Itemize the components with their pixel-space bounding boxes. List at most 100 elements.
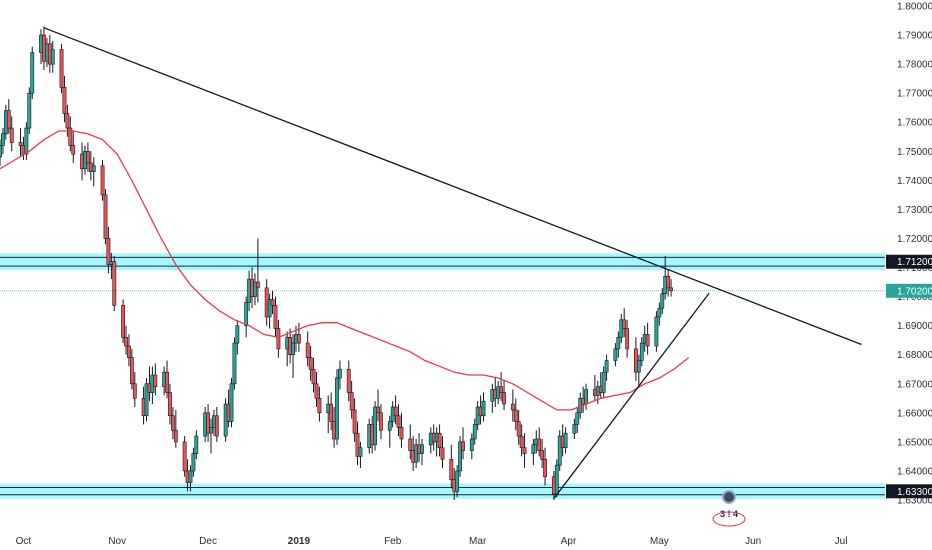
candle-body [660, 293, 665, 309]
candle-body [291, 342, 295, 356]
candle-body [575, 412, 580, 425]
candle-body [170, 415, 175, 431]
watermark-logo: 3 ! 4 [712, 490, 746, 527]
time-tick-label: Feb [384, 536, 402, 547]
price-label-text: 1.70200 [897, 286, 932, 297]
watermark-ring-icon [712, 511, 746, 527]
candle-body [62, 87, 67, 114]
price-label-text: 1.71200 [897, 257, 932, 268]
candle-body [396, 415, 401, 428]
candle-body [346, 368, 351, 393]
candle-body [604, 360, 609, 373]
candle-body [669, 287, 673, 292]
candle-body [267, 299, 272, 318]
candle-body [100, 165, 105, 196]
candle-body [6, 110, 11, 129]
candle-body [616, 336, 621, 350]
candle-body [317, 397, 322, 414]
price-tick-label: 1.65000 [897, 437, 932, 448]
candle-body [349, 392, 354, 411]
time-axis-ticks: Oct Nov Dec 2019 Feb Mar Apr May Jun Jul [16, 536, 848, 547]
candle-body [244, 302, 249, 326]
candle-body [437, 432, 442, 448]
candle-body [206, 412, 210, 434]
trendlines [43, 27, 862, 499]
candle-body [510, 403, 515, 411]
candle-body [59, 49, 64, 88]
candle-body [214, 415, 219, 437]
candle-body [455, 470, 460, 492]
candle-body [305, 342, 310, 358]
price-labels: 1.71200 1.70200 1.63300 [886, 254, 932, 499]
time-tick-label: 2019 [288, 536, 311, 547]
candle-body [276, 328, 281, 350]
candle-body [355, 432, 360, 457]
candle-body [209, 427, 213, 434]
candle-body [1, 133, 5, 146]
price-tick-label: 1.80000 [897, 2, 932, 13]
candle-body [420, 444, 424, 454]
time-tick-label: Oct [16, 536, 32, 547]
candle-body [314, 383, 319, 399]
candle-body [408, 438, 413, 451]
candle-body [563, 432, 568, 448]
price-tick-label: 1.66000 [897, 408, 932, 419]
candle-body [86, 150, 90, 164]
candle-body [106, 238, 111, 265]
price-tick-label: 1.63000 [897, 496, 932, 507]
candle-body [71, 145, 76, 155]
descending-trendline[interactable] [43, 27, 862, 346]
candle-body [657, 307, 662, 318]
candle-body [308, 357, 313, 370]
candle-body [65, 113, 70, 129]
candle-body [645, 334, 650, 347]
candle-body [636, 360, 641, 373]
candle-body [153, 374, 158, 387]
candle-body [352, 409, 357, 434]
candle-body [379, 412, 383, 431]
candle-body [165, 371, 169, 393]
candle-body [9, 127, 14, 143]
zone-band [0, 253, 885, 271]
candle-body [173, 429, 178, 443]
price-tick-label: 1.69000 [897, 321, 932, 332]
candle-body [255, 281, 260, 289]
candle-body [121, 305, 125, 338]
price-tick-label: 1.74000 [897, 176, 932, 187]
candle-body [24, 127, 29, 155]
candle-body [499, 386, 504, 393]
candle-body [376, 406, 380, 414]
time-tick-label: Nov [108, 536, 126, 547]
ascending-trendline[interactable] [553, 292, 710, 499]
candle-body [30, 52, 35, 94]
candle-body [622, 319, 627, 329]
candle-body [191, 453, 196, 472]
price-label-box [886, 484, 932, 499]
price-tick-label: 1.68000 [897, 350, 932, 361]
candle-body [513, 409, 518, 422]
horizontal-zones [0, 253, 885, 499]
candle-body [103, 194, 108, 239]
candle-body [502, 392, 506, 405]
candle-body [639, 342, 644, 361]
candle-body [270, 299, 275, 306]
candles [0, 26, 673, 500]
candle-body [469, 438, 474, 451]
price-tick-label: 1.76000 [897, 118, 932, 129]
price-tick-label: 1.75000 [897, 147, 932, 158]
candle-body [557, 435, 562, 466]
candle-body [329, 403, 334, 422]
time-axis[interactable] [0, 530, 932, 550]
price-tick-label: 1.73000 [897, 205, 932, 216]
candle-body [387, 421, 392, 431]
candle-body [50, 49, 55, 65]
price-label-box [886, 254, 932, 269]
time-tick-label: Jun [745, 536, 761, 547]
candle-body [601, 371, 606, 393]
candle-body [144, 383, 149, 417]
candle-body [440, 447, 445, 460]
candle-body [554, 464, 559, 495]
candle-body [112, 261, 117, 306]
